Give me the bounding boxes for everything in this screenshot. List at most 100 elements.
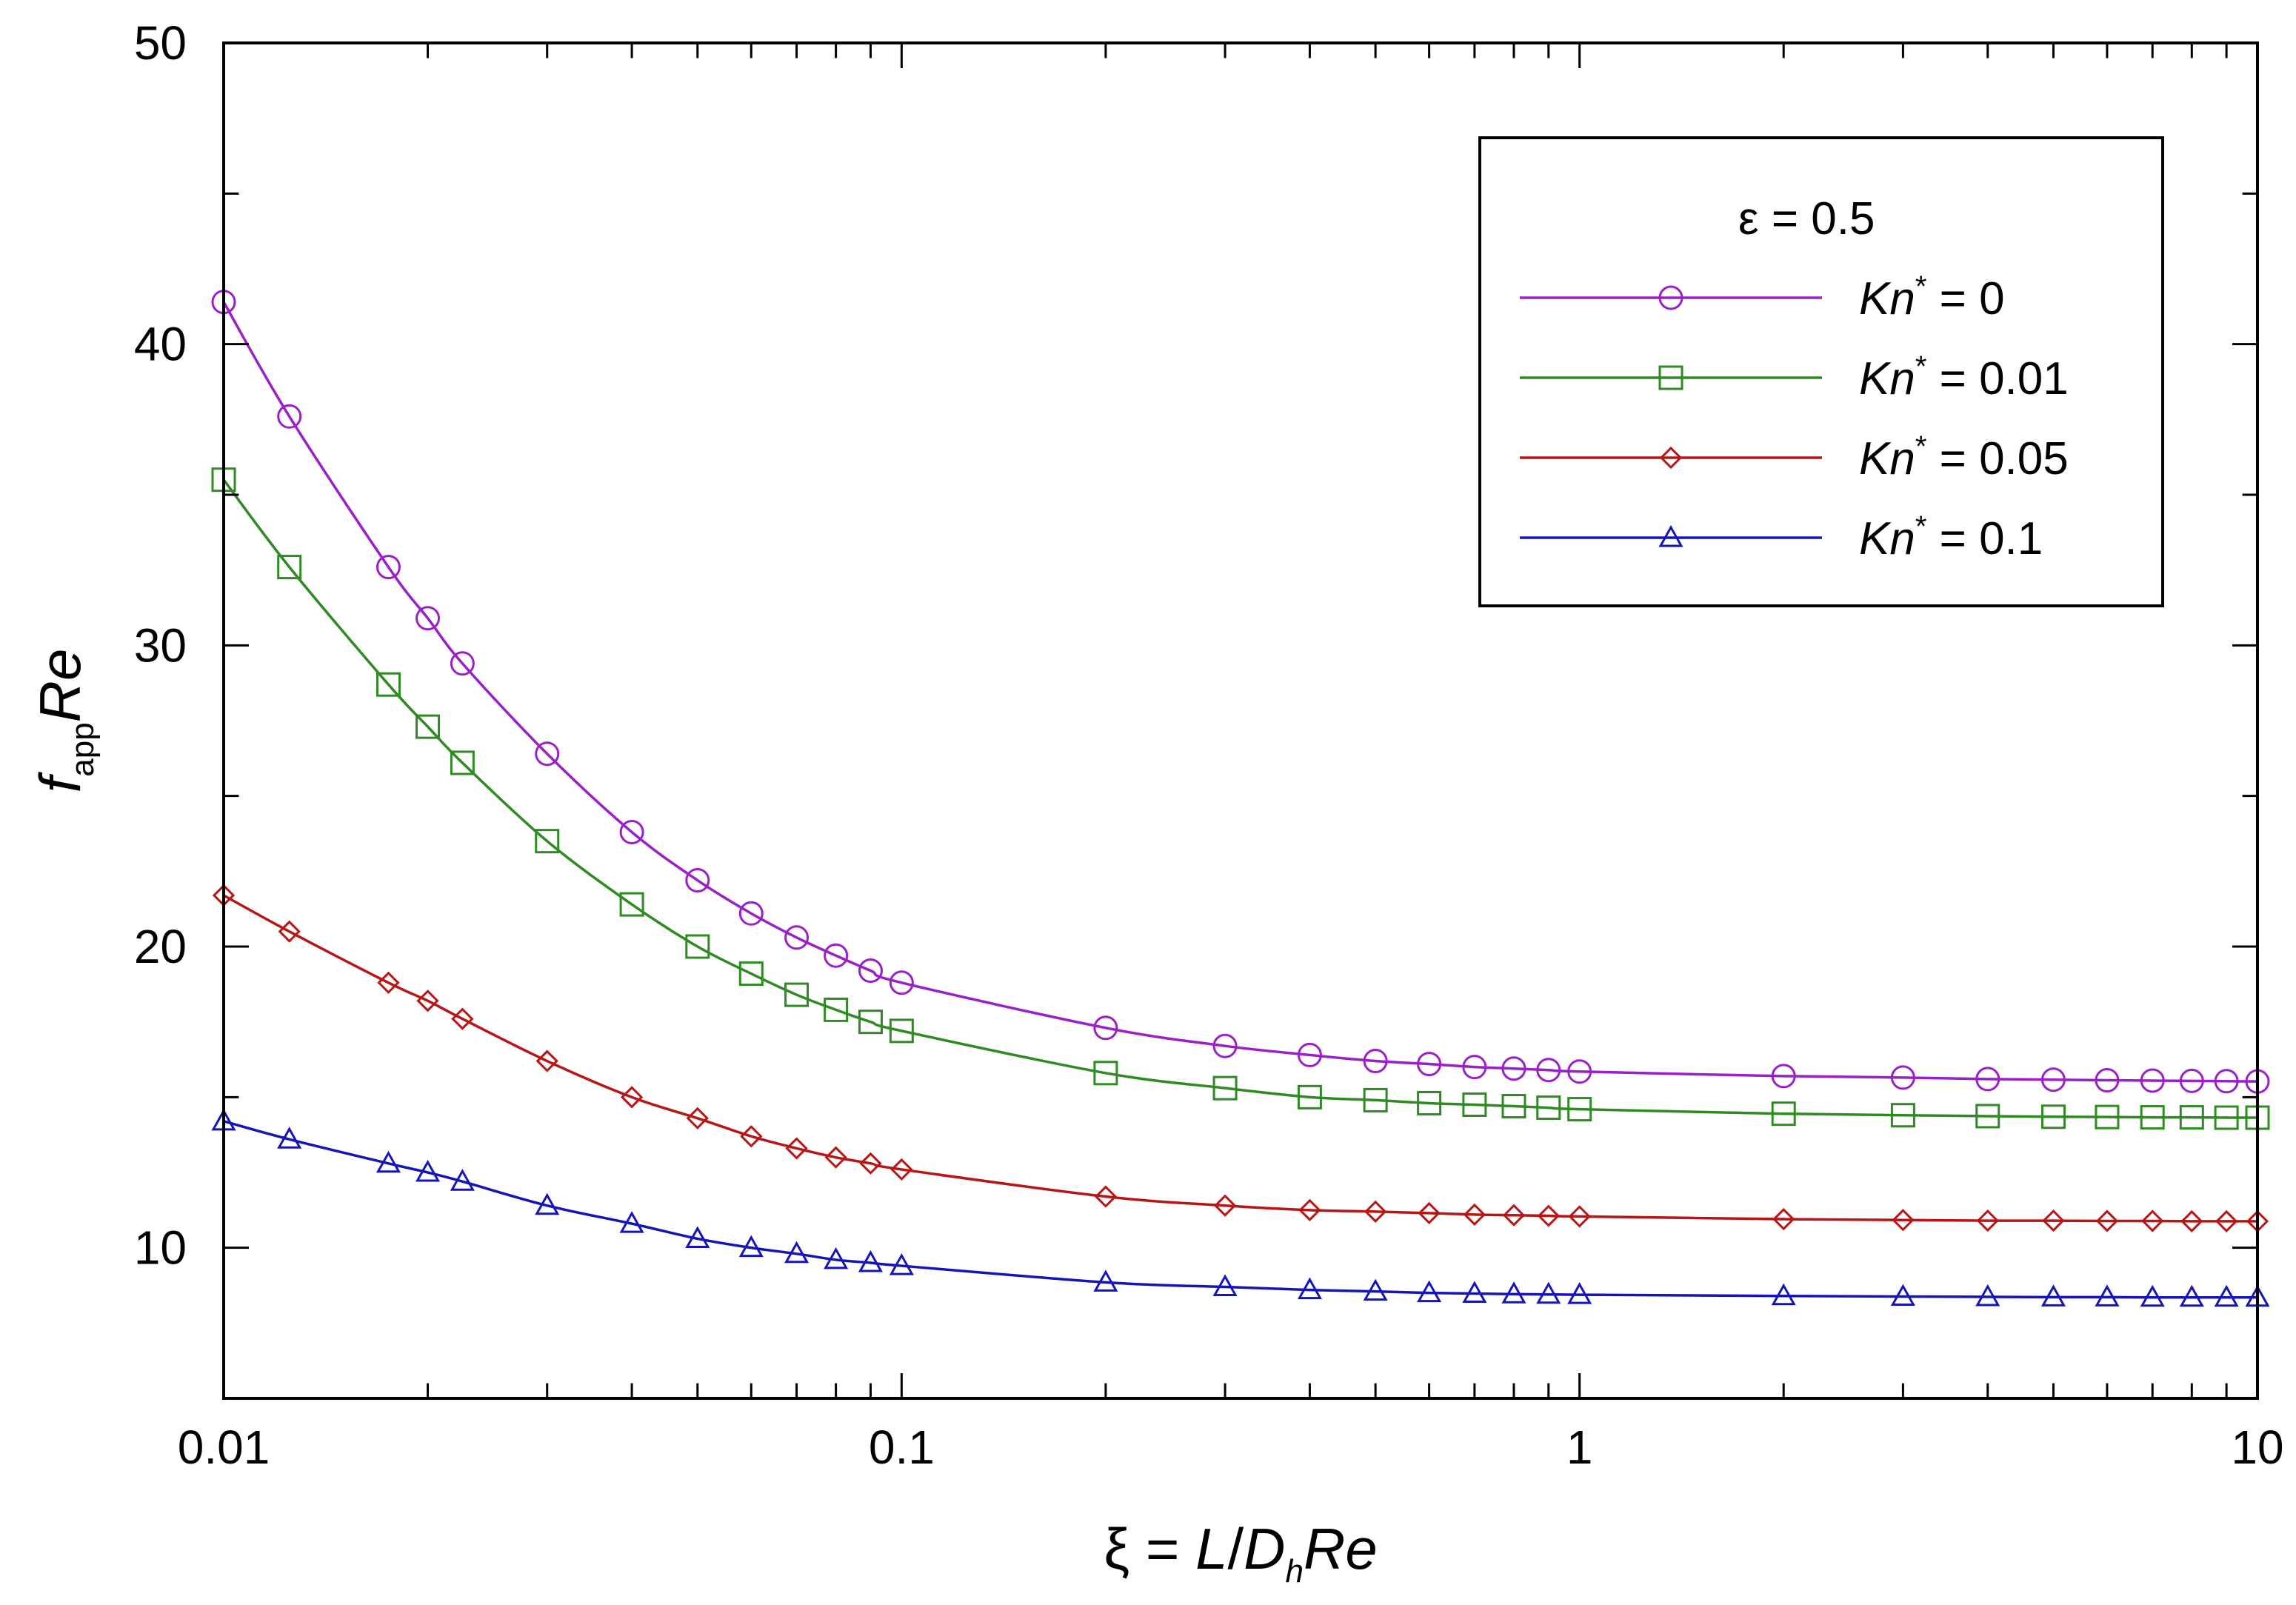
data-point <box>2140 1068 2165 1093</box>
data-point <box>784 982 810 1007</box>
data-point <box>1568 1205 1591 1228</box>
x-tick-label: 1 <box>1566 1421 1593 1474</box>
legend-entry-3: Kn* = 0.1 <box>1520 510 2043 564</box>
data-point <box>1297 1042 1322 1067</box>
y-axis-title-sub: app <box>64 722 101 776</box>
data-point <box>1093 1269 1118 1292</box>
data-point <box>1975 1104 2000 1129</box>
data-point <box>2140 1284 2165 1307</box>
data-point <box>889 1252 914 1275</box>
data-point <box>2179 1284 2204 1307</box>
data-point <box>685 1226 710 1248</box>
legend-label-sup: * <box>1915 510 1927 543</box>
data-point <box>619 1211 644 1233</box>
legend-header: ε = 0.5 <box>1738 193 1875 244</box>
y-tick-label: 10 <box>134 1221 187 1275</box>
legend-label-value: = 0.01 <box>1926 353 2068 404</box>
data-point <box>740 1125 763 1148</box>
data-point <box>1771 1064 1796 1089</box>
data-point <box>1363 1087 1388 1112</box>
data-point <box>450 1169 475 1191</box>
data-point <box>1536 1058 1561 1083</box>
legend-label: Kn* = 0.1 <box>1859 510 2043 564</box>
data-point <box>686 1107 709 1129</box>
data-point <box>2214 1069 2239 1094</box>
legend-label-value: = 0.1 <box>1926 513 2043 564</box>
legend-box <box>1478 136 2164 607</box>
data-point <box>824 1247 849 1269</box>
data-point <box>1363 1049 1388 1074</box>
y-tick-label: 30 <box>134 618 187 672</box>
data-point <box>1771 1101 1796 1127</box>
data-point <box>785 1137 808 1160</box>
data-point <box>1212 1274 1238 1297</box>
data-point <box>450 750 475 775</box>
data-point <box>277 1127 302 1149</box>
data-point <box>2214 1284 2239 1307</box>
legend-entry-1: Kn* = 0.01 <box>1520 350 2069 404</box>
data-point <box>1462 1092 1487 1117</box>
data-point <box>1213 1194 1237 1217</box>
data-point <box>2095 1068 2120 1093</box>
x-axis-title: ξ = L/DhRe <box>1104 1516 1377 1589</box>
data-point <box>1298 1198 1321 1221</box>
data-point <box>1771 1283 1796 1306</box>
data-point <box>1567 1059 1592 1084</box>
data-point <box>858 1010 883 1035</box>
data-point <box>1502 1204 1526 1227</box>
data-point <box>376 1150 401 1173</box>
data-point <box>859 1152 882 1175</box>
plot-frame <box>222 41 2259 1400</box>
data-point <box>2179 1105 2204 1130</box>
ticks-layer <box>222 41 2259 1400</box>
data-point <box>1772 1207 1795 1231</box>
data-point <box>1418 1201 1441 1225</box>
x-axis-title-l: L <box>1195 1516 1227 1581</box>
data-point <box>376 672 401 697</box>
data-point <box>1536 1281 1561 1304</box>
data-point <box>1567 1282 1592 1304</box>
data-point <box>889 970 914 995</box>
data-point <box>2042 1209 2065 1232</box>
series-1 <box>211 467 2270 1130</box>
data-point <box>858 1249 884 1272</box>
data-point <box>1363 1278 1388 1301</box>
data-point <box>738 1235 764 1258</box>
legend-label: Kn* = 0.01 <box>1859 350 2069 404</box>
data-point <box>2215 1209 2238 1233</box>
legend-marker <box>1658 365 1683 390</box>
data-point <box>1536 1095 1561 1121</box>
y-axis-title-re: Re <box>27 649 93 723</box>
data-point <box>535 1050 558 1072</box>
tick-labels-layer: 0.01 0.1 1 10 10 20 30 40 50 <box>134 16 2284 1474</box>
data-point <box>685 868 710 893</box>
data-point <box>619 892 644 917</box>
x-axis-title-prefix: ξ = <box>1104 1516 1195 1581</box>
data-point <box>1364 1200 1387 1223</box>
x-axis-title-slash: / <box>1228 1516 1244 1581</box>
data-point <box>1297 1084 1322 1110</box>
data-point <box>2040 1067 2066 1092</box>
legend-label-sup: * <box>1915 270 1927 303</box>
data-point <box>416 606 441 631</box>
x-axis-title-re: Re <box>1304 1516 1378 1581</box>
data-point <box>784 1241 810 1264</box>
data-point <box>535 1192 560 1215</box>
data-point <box>824 997 849 1022</box>
data-point <box>416 990 439 1012</box>
data-point <box>535 829 560 854</box>
legend-entry-0: Kn* = 0 <box>1520 270 2005 324</box>
y-tick-label: 50 <box>134 16 187 70</box>
data-point <box>1094 1185 1117 1208</box>
data-point <box>277 404 302 429</box>
data-point <box>784 925 810 950</box>
data-point <box>278 920 301 943</box>
data-point <box>1890 1284 1915 1307</box>
data-point <box>1975 1067 2000 1092</box>
series-line <box>222 478 2258 1119</box>
data-point <box>450 651 475 676</box>
data-point <box>2179 1068 2204 1093</box>
legend-marker <box>1658 285 1683 310</box>
